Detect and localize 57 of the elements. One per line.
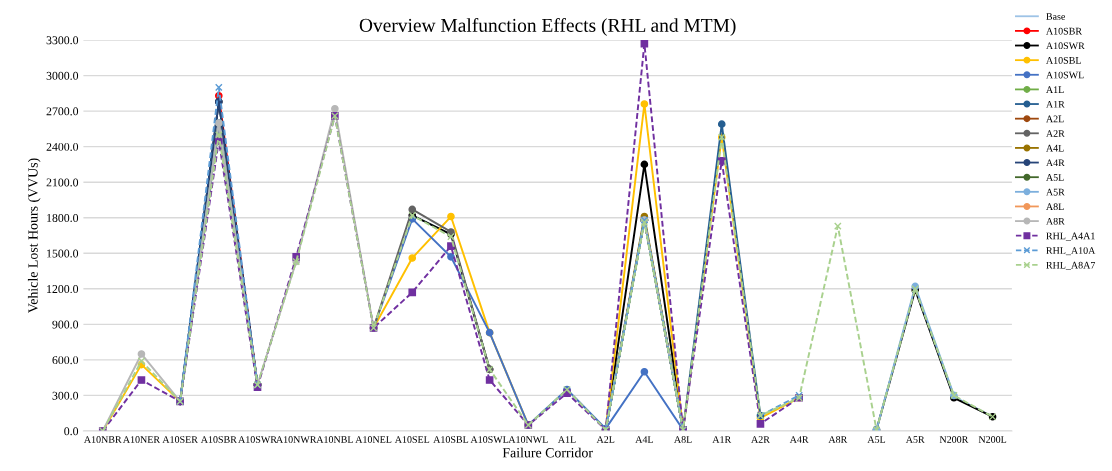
legend-label: A1R [1046,100,1065,108]
x-tick-label: A10NBR [83,436,122,443]
y-tick-label: 300.0 [52,391,79,400]
x-tick-label: A10SBL [433,436,469,443]
x-tick-label: A10SBR [200,436,237,443]
legend-label: A4R [1046,159,1065,167]
x-tick-label: N200R [939,436,969,443]
legend-label: A2L [1046,115,1064,123]
y-tick-label: 1800.0 [47,213,79,222]
y-tick-label: 1500.0 [47,249,79,258]
legend-label: RHL_A10A [1046,247,1096,256]
x-tick-label: A10SWR [238,436,277,443]
chart-title: Overview Malfunction Effects (RHL and MTM) [359,18,736,36]
x-tick-label: A10SEL [394,436,430,443]
legend-label: A1L [1046,86,1064,93]
x-tick-label: A10NER [122,436,161,443]
legend-label: A4L [1046,144,1064,152]
y-tick-label: 2100.0 [46,178,79,187]
y-tick-label: 1200.0 [47,285,79,294]
x-tick-label: A1R [712,436,732,443]
y-axis-title: Vehicle Lost Hours (VVUs) [27,158,41,314]
x-tick-label: A4L [635,436,653,443]
legend-label: A10SWL [1046,71,1084,79]
legend-label: A5R [1046,188,1065,196]
y-tick-label: 3000.0 [46,71,79,80]
legend-label: A2R [1046,130,1065,137]
y-tick-label: 0.0 [64,427,79,436]
legend-label: A8L [1046,203,1064,211]
y-tick-label: 900.0 [52,320,79,329]
legend-label: Base [1046,13,1066,20]
x-tick-label: A10NBL [316,436,353,443]
x-tick-label: A10NEL [355,436,392,443]
x-tick-label: A10NWL [508,436,548,443]
legend-label: A5L [1046,174,1064,181]
legend-label: A10SWR [1046,42,1085,50]
x-axis-title: Failure Corridor [502,447,593,458]
y-tick-label: 2700.0 [46,107,79,116]
x-tick-label: A8R [828,436,848,443]
x-tick-label: A10SER [162,436,198,443]
legend-label: A10SBL [1046,57,1081,64]
x-tick-label: A5L [867,436,886,443]
legend-label: RHL_A8A7 [1046,261,1096,270]
legend-label: A10SBR [1046,27,1083,35]
legend-label: RHL_A4A1 [1046,232,1095,241]
x-tick-label: A8L [674,436,692,443]
y-tick-label: 2400.0 [46,142,79,151]
legend-label: A8R [1046,217,1065,225]
x-tick-label: A10NWR [276,436,317,443]
x-tick-label: N200L [978,436,1007,443]
x-tick-label: A5R [905,436,925,443]
y-tick-label: 600.0 [52,356,79,365]
x-tick-label: A10SWL [470,436,509,443]
x-tick-label: A1L [557,436,576,443]
x-tick-label: A2R [751,436,770,443]
y-tick-label: 3300.0 [46,36,79,45]
x-tick-label: A2L [596,436,615,443]
x-tick-label: A4R [789,436,809,443]
